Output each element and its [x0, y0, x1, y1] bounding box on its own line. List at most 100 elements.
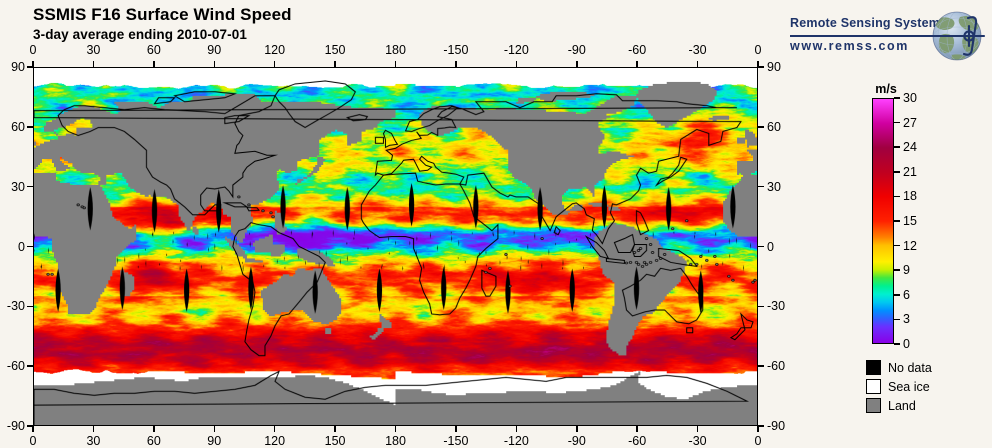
lon-tick-mark-bottom: [696, 426, 699, 432]
colorbar-tick-label-2: 6: [903, 287, 910, 302]
lon-tick-label-bottom-0: 0: [29, 434, 37, 448]
lat-tick-mark-left: [27, 425, 33, 427]
colorbar-tick-mark-3: [894, 269, 900, 271]
lon-tick-label-bottom-3: 90: [207, 434, 222, 448]
colorbar-tick-label-5: 15: [903, 214, 917, 228]
lon-tick-mark-top: [213, 61, 215, 67]
lon-tick-label-bottom-6: 180: [385, 434, 406, 448]
lat-tick-mark-right: [758, 66, 764, 68]
logo-website: www.remss.com: [790, 39, 909, 53]
legend-sea-ice-label: Sea ice: [888, 379, 930, 394]
lon-tick-mark-bottom: [515, 426, 518, 432]
lon-tick-label-bottom-2: 60: [146, 434, 161, 448]
lon-tick-label-bottom-11: -30: [688, 434, 707, 448]
wind-speed-map[interactable]: [33, 67, 758, 426]
lat-tick-mark-right: [758, 425, 764, 427]
lon-tick-label-bottom-9: -90: [567, 434, 586, 448]
legend-no-data: No data: [866, 358, 932, 377]
lon-tick-mark-top: [696, 61, 699, 67]
lat-tick-label-right-1: 60: [767, 119, 781, 134]
lon-tick-mark-top: [153, 61, 155, 67]
legend-land-swatch: [866, 398, 881, 413]
lat-tick-label-left-4: -30: [6, 299, 25, 314]
lon-tick-mark-bottom: [32, 426, 34, 432]
colorbar-tick-mark-2: [894, 294, 900, 296]
lon-tick-mark-top: [636, 61, 638, 67]
lat-tick-label-right-5: -60: [767, 359, 786, 374]
lat-tick-mark-left: [27, 66, 33, 68]
lon-tick-label-bottom-1: 30: [86, 434, 101, 448]
legend-land-label: Land: [888, 398, 916, 413]
lon-tick-mark-bottom: [455, 426, 457, 432]
colorbar: [872, 98, 894, 344]
lon-tick-mark-top: [334, 61, 336, 67]
colorbar-unit-label: m/s: [875, 82, 897, 96]
lon-tick-label-bottom-10: -60: [628, 434, 647, 448]
lat-tick-mark-right: [758, 245, 764, 248]
lon-tick-label-top-9: -90: [567, 43, 586, 57]
lon-tick-mark-bottom: [213, 426, 215, 432]
lat-tick-mark-right: [758, 365, 764, 367]
colorbar-tick-mark-8: [894, 146, 900, 148]
lon-tick-mark-top: [515, 61, 518, 67]
lon-tick-mark-top: [273, 61, 276, 67]
lon-tick-mark-bottom: [576, 426, 578, 432]
lat-tick-mark-right: [758, 185, 764, 188]
lat-tick-label-left-0: 90: [11, 60, 25, 74]
lon-tick-mark-bottom: [92, 426, 95, 432]
lat-tick-label-right-3: 0: [767, 239, 774, 254]
page-subtitle: 3-day average ending 2010-07-01: [33, 27, 247, 42]
lat-tick-mark-left: [27, 185, 33, 188]
colorbar-tick-label-8: 24: [903, 140, 917, 155]
lat-tick-label-left-3: 0: [18, 239, 25, 254]
lon-tick-label-top-2: 60: [146, 43, 161, 57]
lat-tick-label-right-4: -30: [767, 299, 786, 314]
lon-tick-mark-top: [394, 61, 397, 67]
lon-tick-label-top-7: -150: [443, 43, 469, 57]
lon-tick-label-top-6: 180: [385, 43, 406, 57]
lat-tick-mark-right: [758, 305, 764, 308]
lon-tick-label-top-0: 0: [29, 43, 37, 57]
colorbar-tick-label-3: 9: [903, 263, 910, 278]
lat-tick-label-left-6: -90: [6, 419, 25, 433]
lon-tick-label-top-12: 0: [754, 43, 762, 57]
logo-divider: [790, 35, 942, 37]
colorbar-tick-label-6: 18: [903, 189, 917, 204]
lon-tick-label-top-8: -120: [503, 43, 529, 57]
colorbar-tick-label-0: 0: [903, 337, 910, 351]
lat-tick-mark-left: [27, 126, 33, 128]
colorbar-tick-mark-5: [894, 220, 900, 222]
lon-tick-mark-bottom: [636, 426, 638, 432]
legend-no-data-label: No data: [888, 360, 932, 375]
colorbar-tick-label-10: 30: [903, 91, 917, 105]
remss-logo[interactable]: Remote Sensing Systems www.remss.com: [790, 8, 988, 64]
lat-tick-label-right-2: 30: [767, 179, 781, 194]
colorbar-gradient: [873, 99, 893, 343]
lon-tick-label-top-4: 120: [264, 43, 286, 57]
lon-tick-label-bottom-4: 120: [264, 434, 286, 448]
wind-speed-raster: [34, 68, 757, 425]
lat-tick-mark-left: [27, 305, 33, 308]
colorbar-tick-label-1: 3: [903, 312, 910, 327]
lon-tick-mark-bottom: [394, 426, 397, 432]
colorbar-tick-label-7: 21: [903, 164, 917, 179]
lon-tick-label-top-3: 90: [207, 43, 222, 57]
lat-tick-mark-left: [27, 245, 33, 248]
page-title: SSMIS F16 Surface Wind Speed: [33, 5, 292, 24]
colorbar-tick-mark-7: [894, 171, 900, 173]
lon-tick-mark-top: [576, 61, 578, 67]
lon-tick-mark-top: [92, 61, 95, 67]
lat-tick-mark-right: [758, 126, 764, 128]
lon-tick-mark-top: [455, 61, 457, 67]
lon-tick-mark-bottom: [153, 426, 155, 432]
lat-tick-label-left-1: 60: [11, 119, 25, 134]
lon-tick-mark-top: [32, 61, 34, 67]
lon-tick-mark-bottom: [273, 426, 276, 432]
lat-tick-label-left-5: -60: [6, 359, 25, 374]
lon-tick-label-bottom-12: 0: [754, 434, 762, 448]
logo-organization: Remote Sensing Systems: [790, 16, 948, 30]
lon-tick-label-bottom-8: -120: [503, 434, 529, 448]
legend-land: Land: [866, 396, 932, 415]
map-legend: No data Sea ice Land: [866, 358, 932, 415]
lon-tick-mark-top: [757, 61, 759, 67]
